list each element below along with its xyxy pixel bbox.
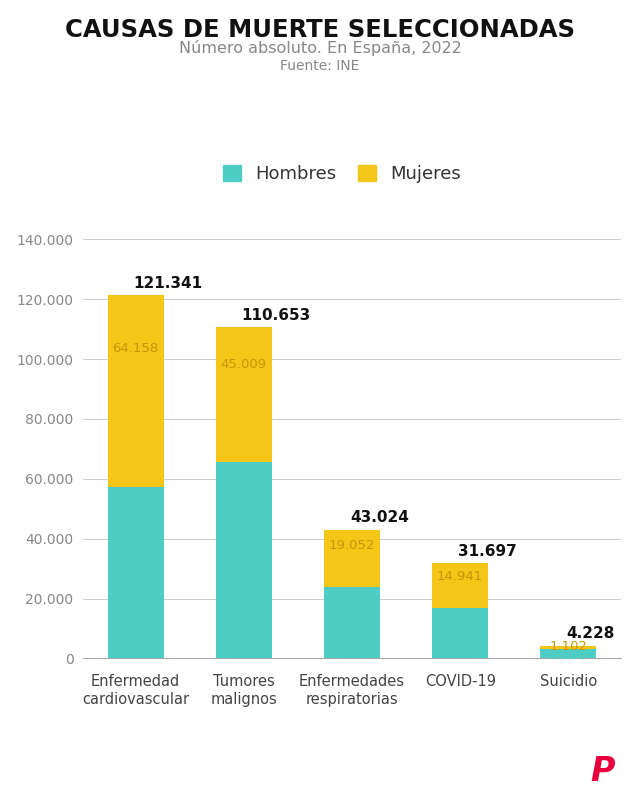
Bar [540,649,596,658]
Text: 121.341: 121.341 [134,276,203,290]
Text: 3.126: 3.126 [549,649,588,662]
Bar [432,563,488,608]
Legend: Hombres, Mujeres: Hombres, Mujeres [223,164,461,183]
Text: 57.183: 57.183 [113,595,159,608]
Text: 14.941: 14.941 [437,570,483,583]
Text: Número absoluto. En España, 2022: Número absoluto. En España, 2022 [179,40,461,56]
Text: 65.644: 65.644 [221,587,267,600]
Text: 31.697: 31.697 [458,544,516,559]
Bar [540,646,596,649]
Text: 23.972: 23.972 [329,628,375,641]
Text: 43.024: 43.024 [350,510,409,525]
Text: Fuente: INE: Fuente: INE [280,59,360,73]
Text: P: P [590,756,614,788]
Bar [324,530,380,587]
Text: 64.158: 64.158 [113,342,159,355]
Bar [108,295,164,488]
Text: 110.653: 110.653 [242,308,311,322]
Text: 4.228: 4.228 [566,626,614,642]
Bar [108,488,164,658]
Text: 45.009: 45.009 [221,358,267,371]
Text: 1.102: 1.102 [549,640,588,653]
Bar [432,608,488,658]
Bar [324,587,380,658]
Text: 16.756: 16.756 [437,635,483,648]
Bar [216,462,272,658]
Text: CAUSAS DE MUERTE SELECCIONADAS: CAUSAS DE MUERTE SELECCIONADAS [65,18,575,41]
Text: 19.052: 19.052 [329,539,375,552]
Bar [216,327,272,462]
